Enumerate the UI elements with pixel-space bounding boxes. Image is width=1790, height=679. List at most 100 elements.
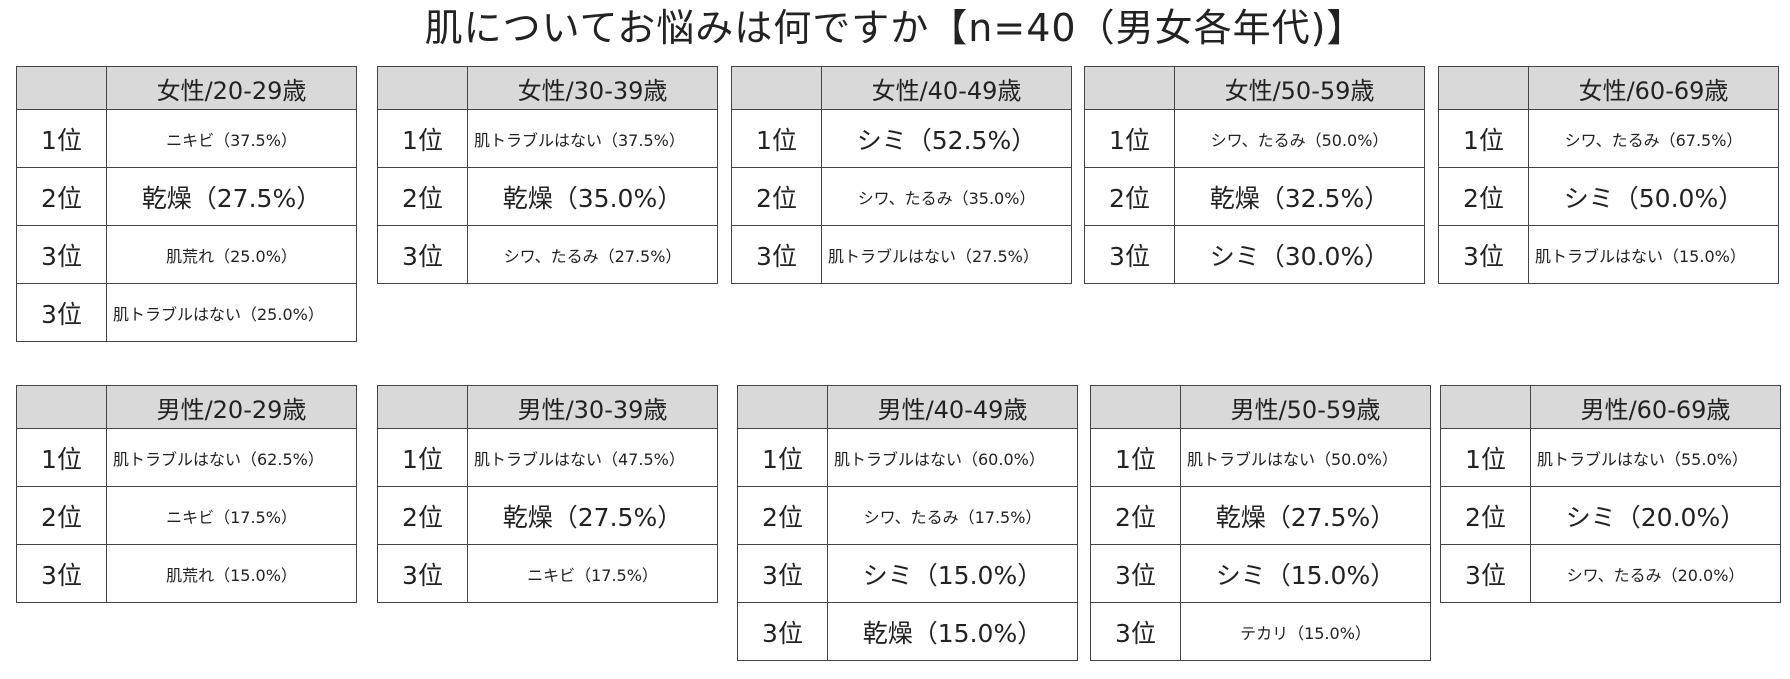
table-row: 3位 シミ（15.0%）	[737, 544, 1078, 603]
rank-label: 2位	[731, 167, 822, 226]
group-header: 男性/30-39歳	[467, 385, 718, 429]
rank-label: 2位	[1084, 167, 1175, 226]
table-row: 2位 乾燥（35.0%）	[377, 167, 718, 226]
rank-label: 3位	[16, 225, 107, 284]
concern-item: シワ、たるみ（67.5%）	[1528, 109, 1779, 168]
rank-label: 3位	[1090, 544, 1181, 603]
concern-item: 肌トラブルはない（27.5%）	[821, 225, 1072, 284]
rank-label: 1位	[377, 109, 468, 168]
rank-label: 2位	[737, 486, 828, 545]
concern-item: 肌トラブルはない（62.5%）	[106, 428, 357, 487]
rank-label: 2位	[1090, 486, 1181, 545]
header-blank-cell	[1090, 385, 1181, 429]
concern-item: 乾燥（15.0%）	[827, 602, 1078, 661]
header-blank-cell	[1440, 385, 1531, 429]
table-row: 3位 乾燥（15.0%）	[737, 602, 1078, 661]
group-header: 女性/30-39歳	[467, 66, 718, 110]
rank-label: 1位	[1084, 109, 1175, 168]
ranking-table: 女性/50-59歳 1位 シワ、たるみ（50.0%） 2位 乾燥（32.5%） 3位 シミ（…	[1084, 66, 1425, 284]
rank-label: 1位	[1438, 109, 1529, 168]
header-blank-cell	[1084, 66, 1175, 110]
header-blank-cell	[737, 385, 828, 429]
concern-item: 肌荒れ（15.0%）	[106, 544, 357, 603]
table-row: 1位 肌トラブルはない（62.5%）	[16, 428, 357, 487]
concern-item: 乾燥（27.5%）	[1180, 486, 1431, 545]
table-row: 3位 シミ（30.0%）	[1084, 225, 1425, 284]
rank-label: 3位	[737, 544, 828, 603]
rank-label: 1位	[16, 109, 107, 168]
rank-label: 1位	[731, 109, 822, 168]
concern-item: シワ、たるみ（50.0%）	[1174, 109, 1425, 168]
rank-label: 1位	[737, 428, 828, 487]
rank-label: 2位	[377, 486, 468, 545]
concern-item: シワ、たるみ（17.5%）	[827, 486, 1078, 545]
rank-label: 2位	[1440, 486, 1531, 545]
header-blank-cell	[377, 66, 468, 110]
concern-item: 乾燥（35.0%）	[467, 167, 718, 226]
ranking-table: 男性/40-49歳 1位 肌トラブルはない（60.0%） 2位 シワ、たるみ（17.5%…	[737, 385, 1078, 661]
concern-item: ニキビ（37.5%）	[106, 109, 357, 168]
rank-label: 3位	[1084, 225, 1175, 284]
concern-item: シミ（52.5%）	[821, 109, 1072, 168]
ranking-table: 男性/30-39歳 1位 肌トラブルはない（47.5%） 2位 乾燥（27.5%） 3位ニ…	[377, 385, 718, 603]
table-row: 2位 シミ（50.0%）	[1438, 167, 1779, 226]
rank-label: 2位	[16, 167, 107, 226]
rank-label: 2位	[377, 167, 468, 226]
rank-label: 1位	[1440, 428, 1531, 487]
concern-item: 乾燥（32.5%）	[1174, 167, 1425, 226]
table-row: 1位 シワ、たるみ（67.5%）	[1438, 109, 1779, 168]
ranking-table: 男性/50-59歳 1位 肌トラブルはない（50.0%） 2位 乾燥（27.5%） 3位シ…	[1090, 385, 1431, 661]
table-row: 2位 シミ（20.0%）	[1440, 486, 1781, 545]
rank-label: 2位	[1438, 167, 1529, 226]
header-blank-cell	[16, 66, 107, 110]
concern-item: シワ、たるみ（35.0%）	[821, 167, 1072, 226]
ranking-table: 女性/30-39歳 1位 肌トラブルはない（37.5%） 2位 乾燥（35.0%） 3位シ…	[377, 66, 718, 284]
rank-label: 3位	[1438, 225, 1529, 284]
rank-label: 3位	[1090, 602, 1181, 661]
table-row: 3位 シワ、たるみ（27.5%）	[377, 225, 718, 284]
table-row: 2位 シワ、たるみ（17.5%）	[737, 486, 1078, 545]
header-blank-cell	[1438, 66, 1529, 110]
table-row: 1位 肌トラブルはない（47.5%）	[377, 428, 718, 487]
table-row: 1位 肌トラブルはない（60.0%）	[737, 428, 1078, 487]
rank-label: 3位	[737, 602, 828, 661]
concern-item: 肌トラブルはない（25.0%）	[106, 283, 357, 342]
group-header: 男性/60-69歳	[1530, 385, 1781, 429]
concern-item: 肌トラブルはない（37.5%）	[467, 109, 718, 168]
concern-item: 乾燥（27.5%）	[106, 167, 357, 226]
table-row: 3位 肌荒れ（15.0%）	[16, 544, 357, 603]
rank-label: 3位	[731, 225, 822, 284]
group-header: 男性/40-49歳	[827, 385, 1078, 429]
rank-label: 1位	[377, 428, 468, 487]
concern-item: シミ（30.0%）	[1174, 225, 1425, 284]
ranking-table: 女性/20-29歳 1位 ニキビ（37.5%） 2位 乾燥（27.5%） 3位 肌荒れ（25…	[16, 66, 357, 342]
concern-item: 肌トラブルはない（15.0%）	[1528, 225, 1779, 284]
ranking-table: 女性/60-69歳 1位 シワ、たるみ（67.5%） 2位 シミ（50.0%） 3位 肌トラ…	[1438, 66, 1779, 284]
concern-item: 乾燥（27.5%）	[467, 486, 718, 545]
table-row: 3位 シミ（15.0%）	[1090, 544, 1431, 603]
concern-item: 肌トラブルはない（55.0%）	[1530, 428, 1781, 487]
ranking-table: 男性/20-29歳 1位 肌トラブルはない（62.5%） 2位 ニキビ（17.5%） 3位…	[16, 385, 357, 603]
concern-item: ニキビ（17.5%）	[467, 544, 718, 603]
rank-label: 3位	[1440, 544, 1531, 603]
header-blank-cell	[731, 66, 822, 110]
concern-item: 肌トラブルはない（50.0%）	[1180, 428, 1431, 487]
rank-label: 3位	[16, 544, 107, 603]
header-blank-cell	[377, 385, 468, 429]
table-row: 1位 肌トラブルはない（55.0%）	[1440, 428, 1781, 487]
ranking-table: 男性/60-69歳 1位 肌トラブルはない（55.0%） 2位 シミ（20.0%） 3位シ…	[1440, 385, 1781, 603]
table-row: 3位 肌トラブルはない（15.0%）	[1438, 225, 1779, 284]
concern-item: シワ、たるみ（20.0%）	[1530, 544, 1781, 603]
concern-item: 肌トラブルはない（47.5%）	[467, 428, 718, 487]
table-row: 2位 乾燥（27.5%）	[16, 167, 357, 226]
table-row: 3位 テカリ（15.0%）	[1090, 602, 1431, 661]
rank-label: 2位	[16, 486, 107, 545]
concern-item: ニキビ（17.5%）	[106, 486, 357, 545]
chart-title: 肌についてお悩みは何ですか【n=40（男女各年代)】	[424, 6, 1366, 50]
table-row: 2位 ニキビ（17.5%）	[16, 486, 357, 545]
rank-label: 3位	[16, 283, 107, 342]
concern-item: 肌トラブルはない（60.0%）	[827, 428, 1078, 487]
table-row: 3位 肌トラブルはない（25.0%）	[16, 283, 357, 342]
group-header: 男性/20-29歳	[106, 385, 357, 429]
group-header: 女性/50-59歳	[1174, 66, 1425, 110]
